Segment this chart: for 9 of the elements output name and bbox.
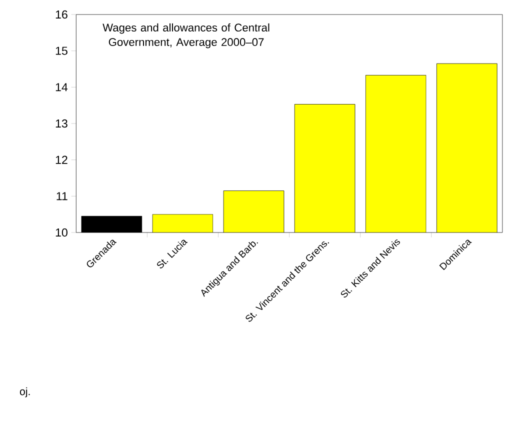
y-tick-label: 11: [56, 192, 68, 200]
y-tick-label: 16: [56, 10, 68, 18]
y-tick-label: 10: [56, 228, 68, 236]
y-tick-label: 15: [56, 46, 68, 55]
y-tick-label: 13: [56, 119, 68, 128]
text: oj.: [20, 387, 30, 398]
y-tick-label: 14: [56, 83, 68, 91]
text: Wages and allowances of Central Government, Average 2000–07: [102, 23, 270, 48]
y-tick-label: 12: [56, 156, 68, 164]
